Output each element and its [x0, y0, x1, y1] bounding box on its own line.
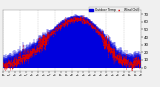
- Legend: Outdoor Temp, Wind Chill: Outdoor Temp, Wind Chill: [89, 7, 139, 12]
